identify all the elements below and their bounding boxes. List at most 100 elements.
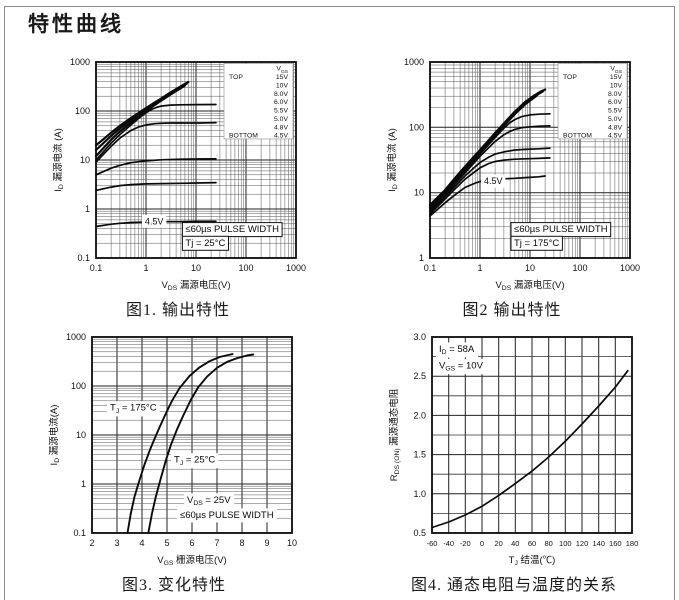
figure-4: -60 -40 -20 0 20 40 60 80 100 120 140 160 180 0.5 1.0 1… bbox=[382, 329, 646, 595]
x-tick-label: 1 bbox=[477, 263, 482, 273]
curve-5.0V bbox=[429, 147, 551, 214]
y-tick-label: 0.5 bbox=[413, 528, 426, 538]
annotation: ≤60µs PULSE WIDTH bbox=[510, 222, 612, 238]
x-tick-label: 100 bbox=[559, 539, 572, 548]
curve-4.8V bbox=[429, 157, 551, 215]
y-tick-label: 1 bbox=[81, 479, 86, 489]
annotation: Tj = 25°C bbox=[181, 235, 229, 251]
x-tick-label: 0.1 bbox=[424, 263, 437, 273]
page-title: 特性曲线 bbox=[28, 12, 124, 36]
figure-2-caption: 图2 输出特性 bbox=[462, 302, 562, 319]
y-axis-label: ID 漏源电流 (A) bbox=[52, 128, 65, 192]
curves bbox=[94, 80, 217, 228]
svg-text:TJ = 175°C: TJ = 175°C bbox=[110, 403, 157, 415]
x-tick-label: 4 bbox=[139, 538, 144, 548]
svg-text:TJ = 25°C: TJ = 25°C bbox=[174, 455, 215, 467]
figure-2: 0.1 1 10 100 1000 1 10 100 1000 VDS 漏源电压(V) ID 漏源电… bbox=[380, 54, 644, 320]
x-tick-label: 10 bbox=[525, 263, 535, 273]
curve-5.0V bbox=[95, 157, 217, 176]
x-tick-label: 9 bbox=[264, 538, 269, 548]
figure-3: 2 3 4 5 6 7 8 9 10 0.1 1 10 100 1000 VGS 栅源电压(V) ID 漏源电… bbox=[42, 329, 306, 595]
figure-1-caption: 图1. 输出特性 bbox=[125, 302, 230, 319]
y-tick-label: 0.1 bbox=[77, 253, 90, 263]
x-tick-label: 10 bbox=[191, 263, 201, 273]
figure-1: 0.1 1 10 100 1000 0.1 1 10 100 1000 VDS 漏源电压(V) ID … bbox=[46, 54, 310, 320]
legend-item: 10V bbox=[276, 82, 289, 89]
x-tick-label: 140 bbox=[592, 539, 605, 548]
legend-item: 5.0V bbox=[274, 116, 288, 123]
legend-bottom-label: BOTTOM bbox=[563, 133, 592, 140]
svg-text:4.5V: 4.5V bbox=[145, 216, 164, 226]
y-tick-label: 1.0 bbox=[413, 489, 426, 499]
x-tick-label: 0 bbox=[480, 539, 484, 548]
x-tick-label: 8 bbox=[239, 538, 244, 548]
plot-frame bbox=[429, 61, 631, 259]
legend-item: 6.0V bbox=[274, 99, 288, 106]
x-tick-label: 180 bbox=[626, 539, 639, 548]
legend-item: 8.0V bbox=[274, 91, 288, 98]
svg-text:Tj = 175°C: Tj = 175°C bbox=[514, 238, 559, 249]
legend-item: 6.0V bbox=[608, 99, 622, 106]
annotation: ≤60µs PULSE WIDTH bbox=[181, 222, 283, 238]
x-tick-label: 1000 bbox=[286, 263, 306, 273]
y-tick-label: 0.1 bbox=[73, 528, 86, 538]
legend-item: 5.0V bbox=[608, 116, 622, 123]
annotation: ≤60µs PULSE WIDTH bbox=[177, 508, 277, 523]
legend-item: 8.0V bbox=[608, 91, 622, 98]
curves bbox=[431, 369, 629, 529]
legend-item: 4.8V bbox=[608, 124, 622, 131]
x-tick-label: 6 bbox=[189, 538, 194, 548]
svg-text:≤60µs PULSE WIDTH: ≤60µs PULSE WIDTH bbox=[514, 224, 608, 235]
x-tick-label: 5 bbox=[164, 538, 169, 548]
annotation: ID = 58A bbox=[436, 342, 478, 358]
y-tick-label: 3.0 bbox=[413, 332, 426, 342]
x-tick-label: -60 bbox=[427, 539, 438, 548]
x-tick-label: 40 bbox=[511, 539, 519, 548]
figure-3-caption: 图3. 变化特性 bbox=[121, 577, 226, 594]
y-tick-label: 1000 bbox=[66, 332, 86, 342]
x-tick-label: 1000 bbox=[620, 263, 640, 273]
legend-item: 4.5V bbox=[608, 133, 622, 140]
svg-text:Tj = 25°C: Tj = 25°C bbox=[185, 238, 225, 249]
curve-5.5V bbox=[429, 125, 551, 212]
annotation: 4.5V bbox=[141, 214, 167, 228]
svg-text:≤60µs PULSE WIDTH: ≤60µs PULSE WIDTH bbox=[185, 224, 279, 235]
y-axis-label: ID 漏源电流 (A) bbox=[386, 128, 399, 192]
x-tick-label: -40 bbox=[443, 539, 454, 548]
y-tick-label: 1000 bbox=[70, 57, 90, 67]
plot-frame bbox=[431, 336, 633, 534]
x-tick-label: 7 bbox=[214, 538, 219, 548]
y-tick-label: 100 bbox=[71, 381, 86, 391]
legend-item: 5.5V bbox=[274, 108, 288, 115]
x-axis-label: TJ 结温(℃) bbox=[509, 554, 556, 567]
annotation: TJ = 25°C bbox=[171, 453, 219, 469]
y-tick-label: 10 bbox=[414, 188, 424, 198]
curves bbox=[126, 353, 255, 534]
x-tick-label: 0.1 bbox=[90, 263, 103, 273]
curve-5.5V bbox=[95, 121, 217, 164]
curves bbox=[428, 88, 551, 217]
svg-text:≤60µs PULSE WIDTH: ≤60µs PULSE WIDTH bbox=[180, 510, 274, 521]
x-tick-label: 1 bbox=[143, 263, 148, 273]
x-tick-label: 100 bbox=[572, 263, 587, 273]
svg-text:ID = 58A: ID = 58A bbox=[439, 344, 475, 356]
y-tick-label: 100 bbox=[75, 106, 90, 116]
x-axis-label: VGS 栅源电压(V) bbox=[157, 554, 226, 567]
legend-top-label: TOP bbox=[563, 74, 577, 81]
x-tick-label: 120 bbox=[576, 539, 589, 548]
x-tick-label: 80 bbox=[545, 539, 553, 548]
x-tick-label: 60 bbox=[528, 539, 536, 548]
y-tick-label: 1.5 bbox=[413, 450, 426, 460]
x-tick-label: 3 bbox=[114, 538, 119, 548]
x-tick-label: 100 bbox=[238, 263, 253, 273]
tick-labels: -60 -40 -20 0 20 40 60 80 100 120 140 160 180 0.5 1.0 1… bbox=[413, 332, 638, 548]
y-tick-label: 1 bbox=[85, 204, 90, 214]
y-tick-label: 100 bbox=[409, 122, 424, 132]
x-tick-label: 20 bbox=[495, 539, 503, 548]
y-tick-label: 2.0 bbox=[413, 410, 426, 420]
x-axis-label: VDS 漏源电压(V) bbox=[161, 279, 230, 292]
legend-top-label: TOP bbox=[229, 74, 243, 81]
tick-labels: 0.1 1 10 100 1000 0.1 1 10 100 1000 bbox=[70, 57, 306, 273]
